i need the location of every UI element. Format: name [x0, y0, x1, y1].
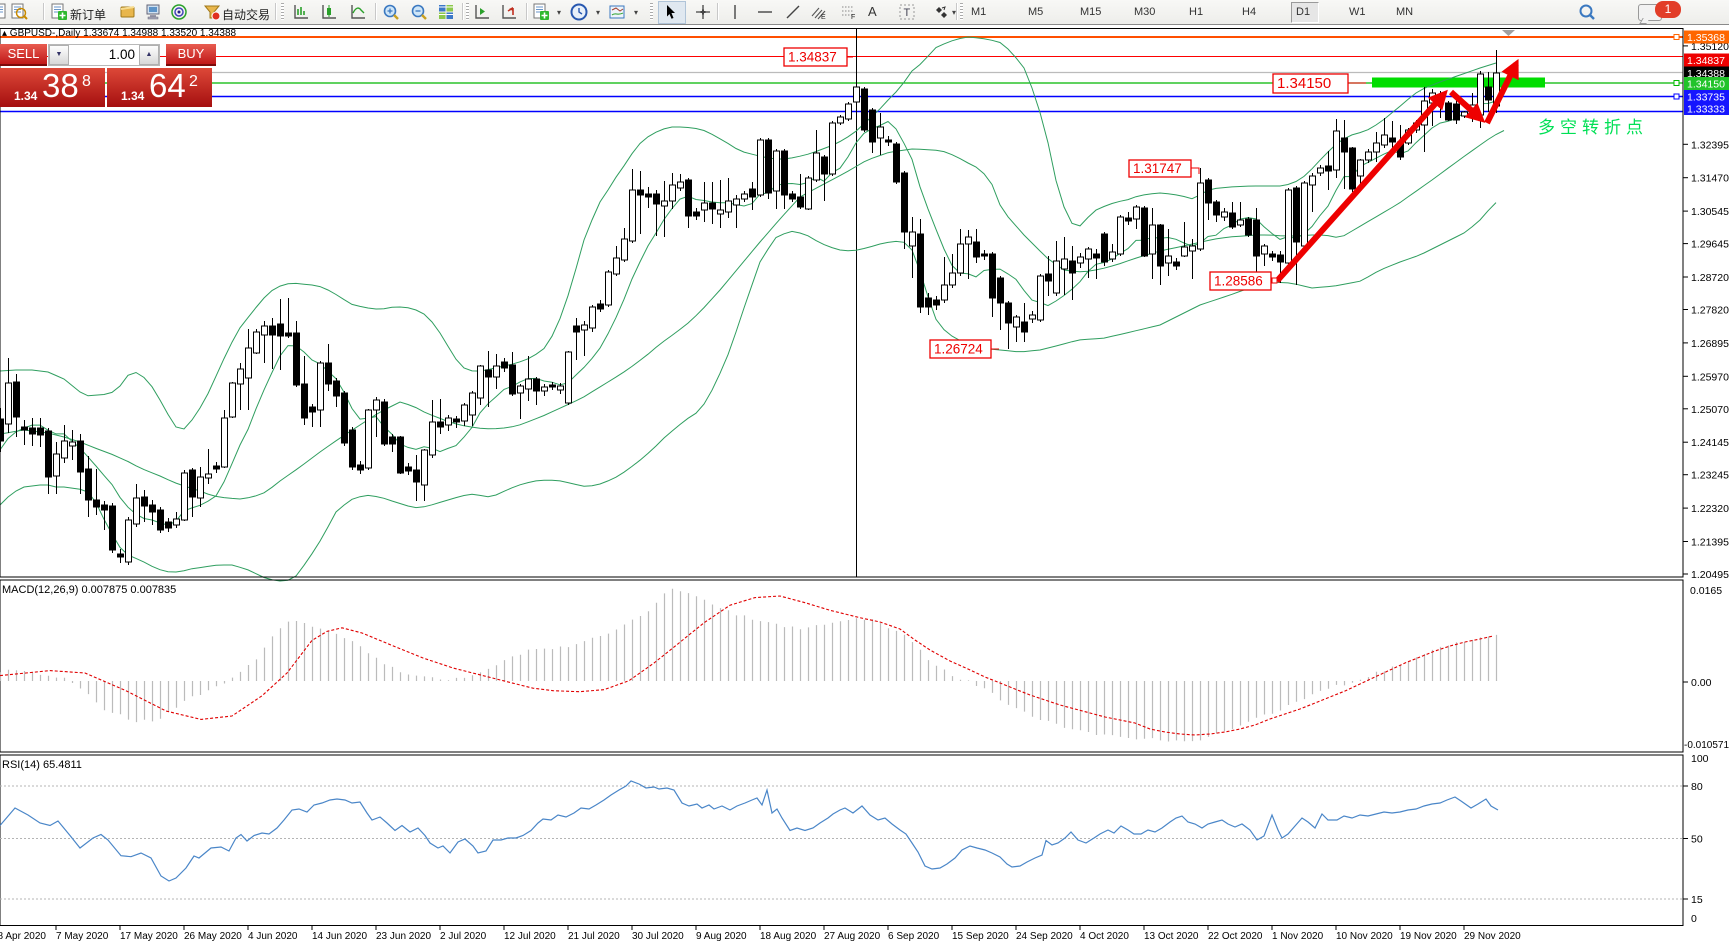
svg-text:9 Aug 2020: 9 Aug 2020 — [696, 931, 747, 942]
svg-text:E: E — [821, 14, 826, 21]
svg-text:1.26895: 1.26895 — [1691, 338, 1729, 350]
svg-text:15 Sep 2020: 15 Sep 2020 — [952, 931, 1009, 942]
svg-text:4 Oct 2020: 4 Oct 2020 — [1080, 931, 1129, 942]
svg-text:12 Jul 2020: 12 Jul 2020 — [504, 931, 556, 942]
svg-text:26 May 2020: 26 May 2020 — [184, 931, 242, 942]
svg-text:80: 80 — [1691, 781, 1703, 793]
svg-text:1.28586: 1.28586 — [1214, 274, 1263, 289]
svg-text:▴ GBPUSD-,Daily 1.33674 1.349: ▴ GBPUSD-,Daily 1.33674 1.34988 1.33520 … — [2, 28, 237, 39]
svg-text:17 May 2020: 17 May 2020 — [120, 931, 178, 942]
svg-text:22 Oct 2020: 22 Oct 2020 — [1208, 931, 1263, 942]
svg-text:1.23245: 1.23245 — [1691, 470, 1729, 482]
svg-text:1.34837: 1.34837 — [1687, 55, 1725, 67]
svg-text:1.34150: 1.34150 — [1277, 75, 1331, 92]
svg-text:T: T — [904, 7, 911, 19]
svg-text:1.33333: 1.33333 — [1687, 104, 1725, 116]
svg-text:13 Oct 2020: 13 Oct 2020 — [1144, 931, 1199, 942]
svg-text:24 Sep 2020: 24 Sep 2020 — [1016, 931, 1073, 942]
svg-text:14 Jun 2020: 14 Jun 2020 — [312, 931, 367, 942]
svg-text:1.20495: 1.20495 — [1691, 569, 1729, 581]
svg-text:28 Apr 2020: 28 Apr 2020 — [0, 931, 46, 942]
svg-text:27 Aug 2020: 27 Aug 2020 — [824, 931, 881, 942]
svg-text:100: 100 — [1691, 753, 1709, 765]
svg-text:7 May 2020: 7 May 2020 — [56, 931, 109, 942]
svg-text:0.0165: 0.0165 — [1690, 585, 1722, 597]
svg-text:F: F — [851, 14, 855, 21]
svg-text:1.27820: 1.27820 — [1691, 305, 1729, 317]
svg-text:1.29645: 1.29645 — [1691, 239, 1729, 251]
svg-text:1.25970: 1.25970 — [1691, 371, 1729, 383]
svg-text:0.00: 0.00 — [1691, 677, 1712, 689]
svg-text:50: 50 — [1691, 834, 1703, 846]
svg-text:1.21395: 1.21395 — [1691, 537, 1729, 549]
svg-text:1.32395: 1.32395 — [1691, 139, 1729, 151]
svg-text:1.31747: 1.31747 — [1133, 161, 1182, 176]
svg-text:10 Nov 2020: 10 Nov 2020 — [1336, 931, 1393, 942]
svg-text:1.31470: 1.31470 — [1691, 173, 1729, 185]
svg-text:RSI(14) 65.4811: RSI(14) 65.4811 — [2, 759, 82, 771]
svg-text:1.28720: 1.28720 — [1691, 272, 1729, 284]
svg-text:23 Jun 2020: 23 Jun 2020 — [376, 931, 431, 942]
svg-text:1.22320: 1.22320 — [1691, 503, 1729, 515]
svg-text:0: 0 — [1691, 913, 1697, 925]
svg-text:1.35368: 1.35368 — [1687, 32, 1725, 44]
svg-text:19 Nov 2020: 19 Nov 2020 — [1400, 931, 1457, 942]
svg-text:1.24145: 1.24145 — [1691, 437, 1729, 449]
svg-text:1.34150: 1.34150 — [1687, 79, 1725, 91]
svg-text:18 Aug 2020: 18 Aug 2020 — [760, 931, 817, 942]
svg-text:30 Jul 2020: 30 Jul 2020 — [632, 931, 684, 942]
svg-text:4 Jun 2020: 4 Jun 2020 — [248, 931, 298, 942]
svg-text:6 Sep 2020: 6 Sep 2020 — [888, 931, 940, 942]
svg-text:MACD(12,26,9) 0.007875 0.00783: MACD(12,26,9) 0.007875 0.007835 — [2, 584, 176, 596]
svg-text:1.33735: 1.33735 — [1687, 92, 1725, 104]
svg-text:1 Nov 2020: 1 Nov 2020 — [1272, 931, 1324, 942]
svg-text:1.30545: 1.30545 — [1691, 206, 1729, 218]
svg-text:-0.010571: -0.010571 — [1684, 740, 1729, 751]
svg-text:21 Jul 2020: 21 Jul 2020 — [568, 931, 620, 942]
svg-text:1.35120: 1.35120 — [1691, 41, 1729, 53]
svg-text:1.25070: 1.25070 — [1691, 404, 1729, 416]
svg-text:2 Jul 2020: 2 Jul 2020 — [440, 931, 487, 942]
svg-text:多空转折点: 多空转折点 — [1538, 118, 1648, 137]
svg-text:1.34837: 1.34837 — [788, 50, 837, 65]
svg-text:15: 15 — [1691, 894, 1703, 906]
svg-text:1.26724: 1.26724 — [934, 342, 983, 357]
svg-text:29 Nov 2020: 29 Nov 2020 — [1464, 931, 1521, 942]
